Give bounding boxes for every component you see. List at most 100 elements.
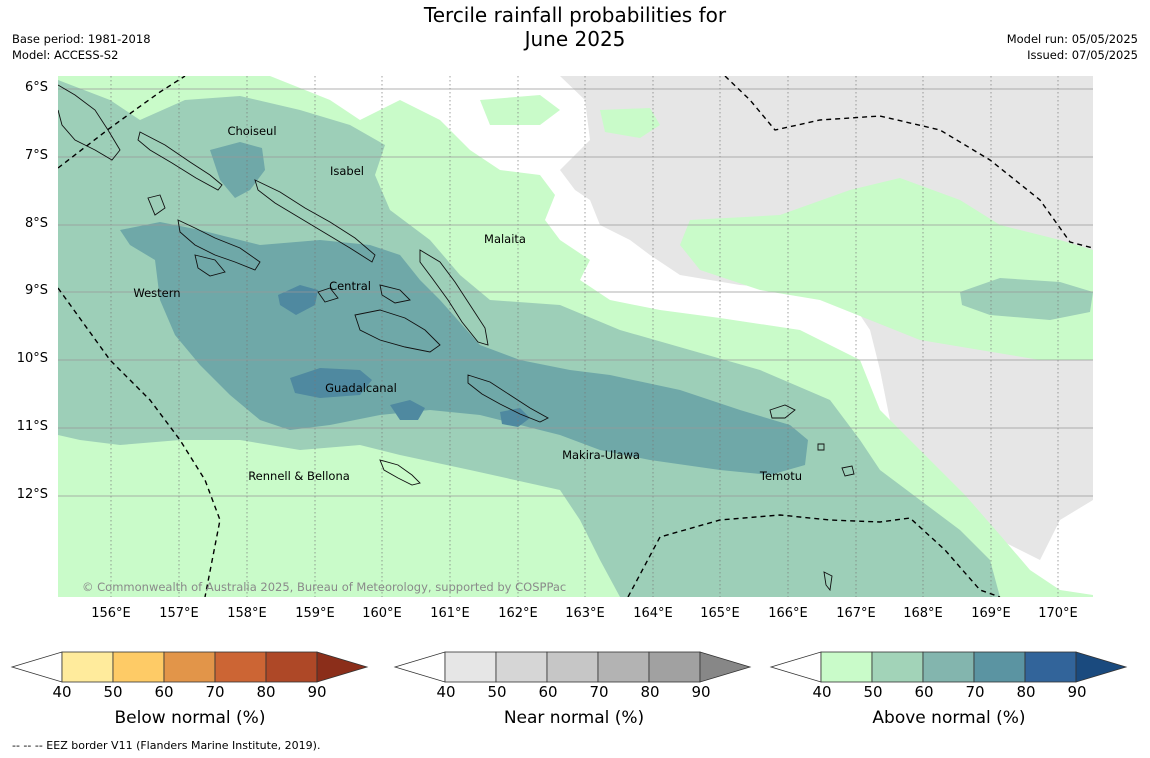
below-colorbar-max-arrow	[316, 651, 369, 683]
lat-tick-7s: 7°S	[24, 148, 48, 163]
issued-text: Issued: 07/05/2025	[1027, 48, 1138, 62]
lat-tick-11s: 11°S	[16, 419, 48, 434]
region-label-rennell-bellona: Rennell & Bellona	[248, 469, 350, 483]
above-normal-40-patch	[600, 108, 660, 138]
below-tick-50: 50	[103, 683, 123, 701]
above-tick-70: 70	[965, 683, 985, 701]
above-tick-90: 90	[1067, 683, 1087, 701]
near-tick-50: 50	[487, 683, 507, 701]
above-normal-70-patch4	[500, 408, 530, 427]
anuta-islet	[823, 571, 833, 592]
above-normal-70-patch2	[290, 368, 372, 398]
eez-borders	[58, 76, 1093, 597]
meta-right: Model run: 05/05/2025 Issued: 07/05/2025	[1007, 31, 1138, 63]
above-tick-50: 50	[863, 683, 883, 701]
above-normal-70-patch1	[278, 285, 318, 315]
near-tick-40: 40	[436, 683, 456, 701]
lon-tick-166e: 166°E	[768, 606, 808, 621]
copyright-text: © Commonwealth of Australia 2025, Bureau…	[82, 580, 567, 594]
lon-tick-169e: 169°E	[971, 606, 1011, 621]
region-label-makira-ulawa: Makira-Ulawa	[562, 448, 640, 462]
florida-islands-coast	[317, 287, 339, 303]
below-colorbar-segment	[265, 651, 318, 683]
new-georgia-coast	[177, 219, 261, 271]
region-label-western: Western	[133, 286, 180, 300]
below-tick-40: 40	[52, 683, 72, 701]
coastlines	[58, 84, 855, 592]
colorbar-legends	[10, 651, 1128, 683]
lat-tick-8s: 8°S	[24, 216, 48, 231]
below-normal-colorbar	[10, 651, 369, 683]
near-tick-60: 60	[538, 683, 558, 701]
region-label-temotu: Temotu	[759, 469, 802, 483]
near-tick-80: 80	[640, 683, 660, 701]
isabel-coast	[254, 179, 376, 263]
rainfall-probability-map: Choiseul Isabel Malaita Central Western …	[58, 76, 1093, 597]
eez-footnote: -- -- -- EEZ border V11 (Flanders Marine…	[12, 739, 321, 752]
above-colorbar-segment	[820, 651, 873, 683]
above-normal-title: Above normal (%)	[872, 708, 1026, 728]
near-normal-colorbar	[393, 651, 752, 683]
temotu-islet2	[841, 465, 855, 477]
base-period-text: Base period: 1981-2018	[12, 32, 151, 46]
above-normal-60-choiseul	[210, 142, 265, 198]
lon-tick-158e: 158°E	[227, 606, 267, 621]
map-title-line2: June 2025	[524, 27, 626, 51]
choiseul-coast	[137, 131, 223, 191]
bougainville-coast	[58, 84, 121, 161]
rendova-coast	[194, 254, 226, 277]
russell-islands-coast	[379, 284, 411, 304]
eez-border-south-east	[627, 514, 1001, 597]
above-tick-80: 80	[1016, 683, 1036, 701]
lon-tick-160e: 160°E	[362, 606, 402, 621]
lon-tick-170e: 170°E	[1038, 606, 1078, 621]
lat-tick-10s: 10°S	[16, 351, 48, 366]
region-label-isabel: Isabel	[330, 164, 364, 178]
temotu-islet1	[817, 443, 825, 451]
below-colorbar-segment	[61, 651, 114, 683]
below-tick-80: 80	[256, 683, 276, 701]
vella-lavella-coast	[147, 194, 166, 216]
santa-cruz-coast	[769, 404, 796, 419]
lon-tick-164e: 164°E	[633, 606, 673, 621]
lon-tick-161e: 161°E	[430, 606, 470, 621]
lon-tick-162e: 162°E	[498, 606, 538, 621]
lon-tick-159e: 159°E	[295, 606, 335, 621]
below-colorbar-segment	[112, 651, 165, 683]
above-normal-60-region	[120, 222, 808, 475]
malaita-coast	[419, 249, 489, 346]
model-run-text: Model run: 05/05/2025	[1006, 32, 1138, 46]
meta-left: Base period: 1981-2018 Model: ACCESS-S2	[12, 31, 151, 63]
region-label-choiseul: Choiseul	[227, 124, 276, 138]
eez-border-north-east	[724, 76, 1093, 249]
rennell-coast	[379, 459, 421, 486]
lon-tick-167e: 167°E	[836, 606, 876, 621]
above-colorbar-segment	[871, 651, 924, 683]
map-gridlines	[110, 76, 1059, 597]
near-colorbar-max-arrow	[699, 651, 752, 683]
above-tick-40: 40	[812, 683, 832, 701]
lon-tick-165e: 165°E	[700, 606, 740, 621]
makira-coast	[467, 374, 549, 423]
near-tick-70: 70	[589, 683, 609, 701]
above-colorbar-segment	[973, 651, 1026, 683]
region-label-guadalcanal: Guadalcanal	[325, 381, 397, 395]
above-normal-70-patch3	[390, 400, 425, 420]
guadalcanal-coast	[354, 309, 441, 353]
above-colorbar-min-arrow	[769, 651, 822, 683]
above-normal-40-north	[480, 95, 560, 125]
above-colorbar-segment	[1024, 651, 1077, 683]
lon-tick-168e: 168°E	[903, 606, 943, 621]
map-latlines	[58, 88, 1093, 497]
above-colorbar-segment	[922, 651, 975, 683]
lat-tick-9s: 9°S	[24, 283, 48, 298]
below-colorbar-min-arrow	[10, 651, 63, 683]
above-normal-colorbar	[769, 651, 1128, 683]
region-labels: Choiseul Isabel Malaita Central Western …	[133, 124, 802, 483]
region-label-central: Central	[329, 279, 371, 293]
lat-tick-12s: 12°S	[16, 487, 48, 502]
below-tick-70: 70	[205, 683, 225, 701]
lon-tick-156e: 156°E	[91, 606, 131, 621]
above-normal-50-east	[960, 278, 1093, 320]
near-colorbar-min-arrow	[393, 651, 446, 683]
